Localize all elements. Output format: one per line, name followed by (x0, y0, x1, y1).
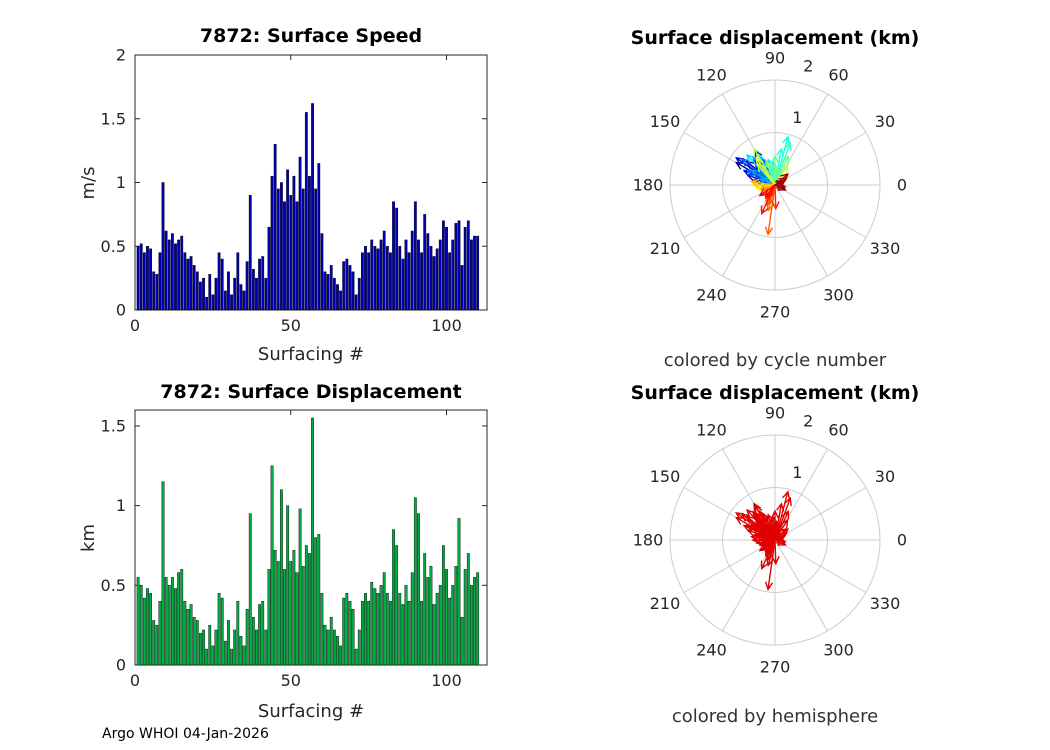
svg-text:0.5: 0.5 (101, 237, 126, 256)
polar-hemisphere-chart: 0 30 60 90 120 150 180 210 240 270 300 330 1 2 Surfac… (631, 382, 920, 727)
svg-text:0: 0 (116, 656, 126, 675)
footer-watermark: Argo WHOI 04-Jan-2026 (102, 726, 269, 742)
surface-speed-chart: 0 0.5 1 1.5 2 0 50 100 7872: Surface Speed Surf… (78, 25, 488, 365)
svg-text:270: 270 (760, 303, 791, 322)
svg-text:210: 210 (650, 239, 681, 258)
svg-text:30: 30 (875, 112, 895, 131)
svg-text:150: 150 (650, 467, 681, 486)
polar-hemisphere-title: Surface displacement (km) (631, 382, 920, 404)
svg-text:180: 180 (633, 176, 664, 195)
svg-text:210: 210 (650, 594, 681, 613)
svg-text:60: 60 (828, 421, 848, 440)
svg-text:1: 1 (792, 108, 802, 127)
svg-text:240: 240 (696, 640, 727, 659)
arrows-group (734, 135, 792, 236)
svg-text:120: 120 (696, 66, 727, 85)
polar-cycle-chart: 0 30 60 90 120 150 180 210 240 270 300 330 1 2 Surfac… (631, 27, 920, 371)
svg-text:90: 90 (765, 404, 785, 423)
svg-text:90: 90 (765, 49, 785, 68)
speed-plot-area: 0 0.5 1 1.5 2 0 50 100 (101, 46, 488, 335)
displacement-xlabel: Surfacing # (258, 701, 364, 722)
bars-group (136, 103, 480, 311)
svg-text:0: 0 (897, 531, 907, 550)
speed-ylabel: m/s (78, 167, 99, 200)
svg-text:1.5: 1.5 (101, 109, 126, 128)
svg-text:150: 150 (650, 112, 681, 131)
polar-grid (669, 79, 881, 291)
svg-text:270: 270 (760, 658, 791, 677)
svg-text:1: 1 (116, 173, 126, 192)
speed-title: 7872: Surface Speed (200, 25, 422, 47)
svg-text:100: 100 (431, 316, 462, 335)
displacement-plot-area: 0 0.5 1 1.5 0 50 100 (101, 409, 488, 690)
polar-hemisphere-caption: colored by hemisphere (672, 706, 878, 727)
svg-text:100: 100 (431, 671, 462, 690)
polar-hemisphere-plot-area: 0 30 60 90 120 150 180 210 240 270 300 330 1 2 (633, 404, 907, 677)
svg-text:1: 1 (792, 463, 802, 482)
svg-text:50: 50 (281, 671, 301, 690)
svg-text:120: 120 (696, 421, 727, 440)
svg-text:60: 60 (828, 66, 848, 85)
svg-text:330: 330 (870, 594, 901, 613)
svg-text:0: 0 (130, 671, 140, 690)
svg-text:0: 0 (116, 301, 126, 320)
svg-text:2: 2 (803, 57, 813, 76)
svg-text:30: 30 (875, 467, 895, 486)
svg-text:0.5: 0.5 (101, 576, 126, 595)
displacement-title: 7872: Surface Displacement (160, 381, 462, 403)
svg-text:330: 330 (870, 239, 901, 258)
polar-cycle-title: Surface displacement (km) (631, 27, 920, 49)
bars-group (136, 417, 480, 666)
svg-text:50: 50 (281, 316, 301, 335)
polar-cycle-caption: colored by cycle number (664, 350, 887, 371)
arrows-group (734, 490, 792, 591)
displacement-ylabel: km (78, 524, 99, 552)
svg-text:0: 0 (130, 316, 140, 335)
svg-text:180: 180 (633, 531, 664, 550)
svg-text:1: 1 (116, 496, 126, 515)
polar-cycle-plot-area: 0 30 60 90 120 150 180 210 240 270 300 330 1 2 (633, 49, 907, 322)
svg-text:1.5: 1.5 (101, 416, 126, 435)
svg-text:2: 2 (116, 46, 126, 65)
svg-text:240: 240 (696, 285, 727, 304)
surface-displacement-chart: 0 0.5 1 1.5 0 50 100 7872: Surface Displacemen… (78, 381, 488, 722)
svg-text:300: 300 (823, 285, 854, 304)
svg-text:300: 300 (823, 640, 854, 659)
speed-xlabel: Surfacing # (258, 344, 364, 365)
svg-text:0: 0 (897, 176, 907, 195)
svg-text:2: 2 (803, 412, 813, 431)
